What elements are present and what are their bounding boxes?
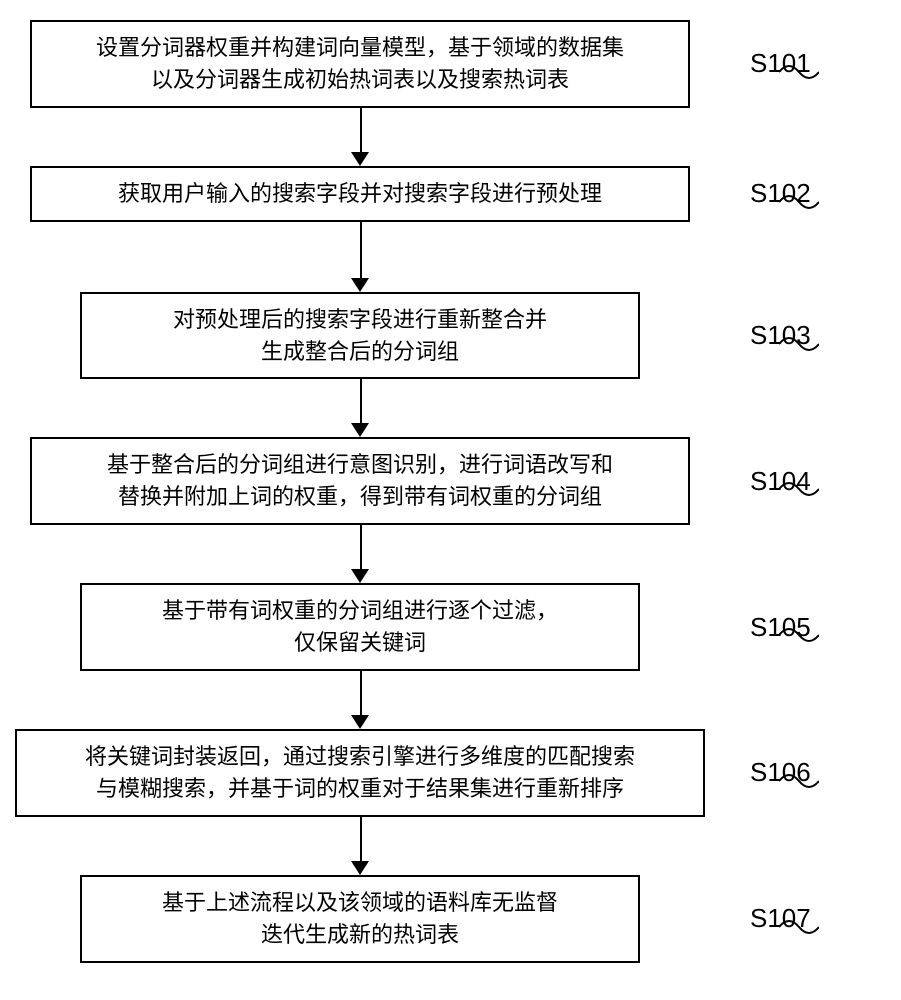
- step-text-s106-l1: 将关键词封装返回，通过搜索引擎进行多维度的匹配搜索: [85, 744, 635, 769]
- arrow-s106-s107: [0, 817, 901, 875]
- step-label-s104: S104: [690, 466, 811, 497]
- arrow-s101-s102: [0, 108, 901, 166]
- step-text-s107-l1: 基于上述流程以及该领域的语料库无监督: [162, 890, 558, 915]
- step-box-s104: 基于整合后的分词组进行意图识别，进行词语改写和 替换并附加上词的权重，得到带有词…: [30, 437, 690, 525]
- step-box-s107: 基于上述流程以及该领域的语料库无监督 迭代生成新的热词表: [80, 875, 640, 963]
- arrow-s104-s105: [0, 525, 901, 583]
- step-text-s102-l1: 获取用户输入的搜索字段并对搜索字段进行预处理: [118, 181, 602, 206]
- step-row-s101: 设置分词器权重并构建词向量模型，基于领域的数据集 以及分词器生成初始热词表以及搜…: [0, 20, 901, 108]
- step-row-s106: 将关键词封装返回，通过搜索引擎进行多维度的匹配搜索 与模糊搜索，并基于词的权重对…: [0, 729, 901, 817]
- step-row-s105: 基于带有词权重的分词组进行逐个过滤， 仅保留关键词 S105: [0, 583, 901, 671]
- step-label-s106: S106: [705, 757, 811, 788]
- step-label-s102: S102: [690, 178, 811, 209]
- step-text-s105-l1: 基于带有词权重的分词组进行逐个过滤，: [162, 598, 558, 623]
- step-text-s101-l1: 设置分词器权重并构建词向量模型，基于领域的数据集: [96, 35, 624, 60]
- flowchart-container: 设置分词器权重并构建词向量模型，基于领域的数据集 以及分词器生成初始热词表以及搜…: [0, 0, 901, 1000]
- step-row-s104: 基于整合后的分词组进行意图识别，进行词语改写和 替换并附加上词的权重，得到带有词…: [0, 437, 901, 525]
- step-label-s103: S103: [640, 320, 811, 351]
- step-text-s103-l2: 生成整合后的分词组: [261, 339, 459, 364]
- arrow-s105-s106: [0, 671, 901, 729]
- step-row-s102: 获取用户输入的搜索字段并对搜索字段进行预处理 S102: [0, 166, 901, 222]
- step-label-s105: S105: [640, 612, 811, 643]
- step-text-s104-l2: 替换并附加上词的权重，得到带有词权重的分词组: [118, 484, 602, 509]
- step-label-s107: S107: [640, 903, 811, 934]
- step-box-s103: 对预处理后的搜索字段进行重新整合并 生成整合后的分词组: [80, 292, 640, 380]
- step-text-s104-l1: 基于整合后的分词组进行意图识别，进行词语改写和: [107, 452, 613, 477]
- step-text-s107-l2: 迭代生成新的热词表: [261, 922, 459, 947]
- step-text-s106-l2: 与模糊搜索，并基于词的权重对于结果集进行重新排序: [96, 776, 624, 801]
- step-label-s101: S101: [690, 48, 811, 79]
- step-box-s101: 设置分词器权重并构建词向量模型，基于领域的数据集 以及分词器生成初始热词表以及搜…: [30, 20, 690, 108]
- step-box-s102: 获取用户输入的搜索字段并对搜索字段进行预处理: [30, 166, 690, 222]
- step-box-s105: 基于带有词权重的分词组进行逐个过滤， 仅保留关键词: [80, 583, 640, 671]
- step-text-s101-l2: 以及分词器生成初始热词表以及搜索热词表: [151, 67, 569, 92]
- step-box-s106: 将关键词封装返回，通过搜索引擎进行多维度的匹配搜索 与模糊搜索，并基于词的权重对…: [15, 729, 705, 817]
- arrow-s102-s103: [0, 222, 901, 292]
- step-row-s107: 基于上述流程以及该领域的语料库无监督 迭代生成新的热词表 S107: [0, 875, 901, 963]
- step-text-s105-l2: 仅保留关键词: [294, 630, 426, 655]
- step-row-s103: 对预处理后的搜索字段进行重新整合并 生成整合后的分词组 S103: [0, 292, 901, 380]
- step-text-s103-l1: 对预处理后的搜索字段进行重新整合并: [173, 307, 547, 332]
- arrow-s103-s104: [0, 379, 901, 437]
